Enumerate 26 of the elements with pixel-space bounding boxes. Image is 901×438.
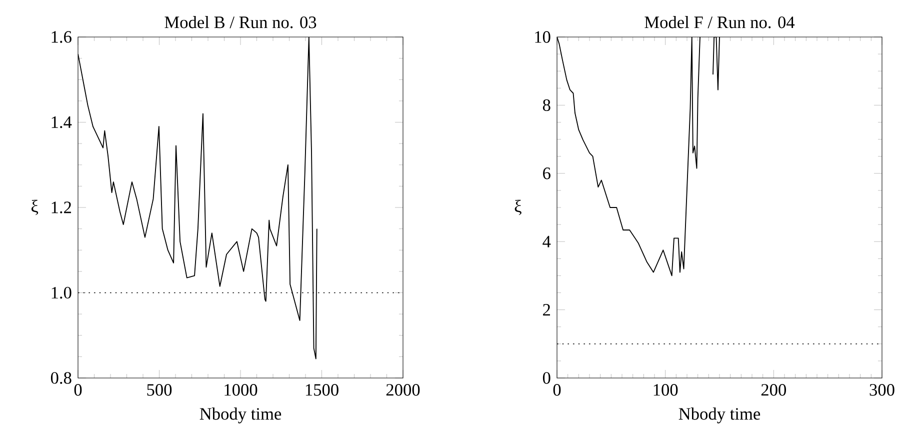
y-tick-label: 8: [542, 99, 550, 112]
x-tick-label: 500: [147, 384, 172, 396]
y-tick-label: 6: [543, 168, 550, 180]
y-tick-label: 1.4: [52, 116, 72, 128]
x-tick-label: 0: [553, 384, 561, 396]
y-tick-label: 10: [535, 31, 550, 43]
y-tick-label: 1.2: [52, 202, 72, 214]
x-tick-label: 0: [74, 384, 82, 396]
x-tick-label: 100: [654, 384, 678, 396]
y-tick-label: 0.8: [50, 372, 72, 384]
y-tick-label: 1.6: [52, 31, 72, 43]
x-axis-title: Nbody time: [678, 408, 760, 424]
x-tick-label: 2000: [386, 384, 420, 396]
x-axis-title: Nbody time: [200, 408, 282, 424]
chart-title: Model B / Run no. 03: [164, 16, 316, 28]
x-tick-label: 200: [761, 384, 786, 396]
y-axis-title: ξ: [32, 200, 38, 216]
y-tick-label: 4: [542, 236, 551, 248]
y-tick-label: 2: [543, 304, 550, 316]
y-axis-title: ξ: [514, 200, 522, 216]
x-tick-label: 1000: [224, 384, 258, 396]
x-tick-label: 1500: [306, 384, 338, 396]
x-tick-label: 300: [870, 384, 894, 396]
chart-title: Model F / Run no. 04: [644, 16, 795, 28]
y-tick-label: 0: [542, 372, 550, 384]
y-tick-label: 1.0: [52, 286, 72, 299]
